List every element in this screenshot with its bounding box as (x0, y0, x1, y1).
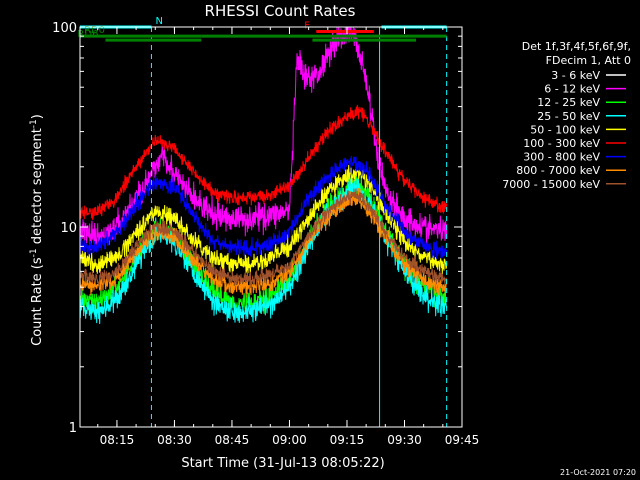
y-axis-label: Count Rate (s-1 detector segment-1) (29, 114, 45, 346)
legend: Det 1f,3f,4f,5f,6f,9f, FDecim 1, Att 0 3… (502, 40, 631, 191)
legend-label-5: 100 - 300 keV (523, 137, 600, 150)
y-axis-label-part3: ) (30, 114, 45, 119)
legend-label-2: 12 - 25 keV (537, 96, 600, 109)
x-tick-label-2: 08:45 (215, 433, 250, 447)
series-layer (79, 26, 448, 377)
legend-label-8: 7000 - 15000 keV (502, 178, 600, 191)
y-axis-label-part2: detector segment (30, 128, 45, 248)
legend-label-7: 800 - 7000 keV (516, 164, 600, 177)
y-tick-label-1: 10 (60, 221, 77, 236)
x-tick-label-3: 09:00 (272, 433, 307, 447)
legend-header-line2: FDecim 1, Att 0 (546, 54, 631, 67)
flag-label-rd6: RD6 (77, 29, 98, 40)
flag-label-n: N (155, 16, 162, 27)
legend-label-6: 300 - 800 keV (523, 151, 600, 164)
chart-title: RHESSI Count Rates (205, 2, 356, 20)
y-tick-label-0: 1 (69, 421, 77, 436)
x-tick-label-4: 09:15 (330, 433, 365, 447)
series-line-7 (79, 187, 448, 298)
x-axis-label: Start Time (31-Jul-13 08:05:22) (181, 456, 384, 471)
flag-label-rd0: RD0 (84, 25, 105, 36)
flag-label-f: F (304, 20, 310, 31)
legend-label-1: 6 - 12 keV (544, 83, 600, 96)
x-tick-label-5: 09:30 (387, 433, 422, 447)
legend-header-line1: Det 1f,3f,4f,5f,6f,9f, (522, 40, 631, 53)
x-tick-label-1: 08:30 (157, 433, 192, 447)
series-line-6 (79, 155, 448, 260)
series-line-8 (79, 188, 448, 289)
x-tick-label-0: 08:15 (100, 433, 135, 447)
legend-label-0: 3 - 6 keV (551, 69, 600, 82)
legend-label-3: 25 - 50 keV (537, 110, 600, 123)
series-line-5 (79, 104, 448, 221)
y-axis-label-part1: Count Rate (s (30, 257, 45, 346)
y-tick-label-2: 100 (52, 21, 77, 36)
footer-timestamp: 21-Oct-2021 07:20 (560, 468, 636, 477)
y-axis-label-sup1: -1 (29, 248, 39, 257)
axes: 08:15 08:30 08:45 09:00 09:15 09:30 09:45 1 10 10… (52, 21, 479, 447)
y-axis-label-sup2: -1 (29, 119, 39, 128)
legend-label-4: 50 - 100 keV (530, 123, 600, 136)
x-tick-label-6: 09:45 (445, 433, 480, 447)
series-line-2 (79, 171, 448, 314)
